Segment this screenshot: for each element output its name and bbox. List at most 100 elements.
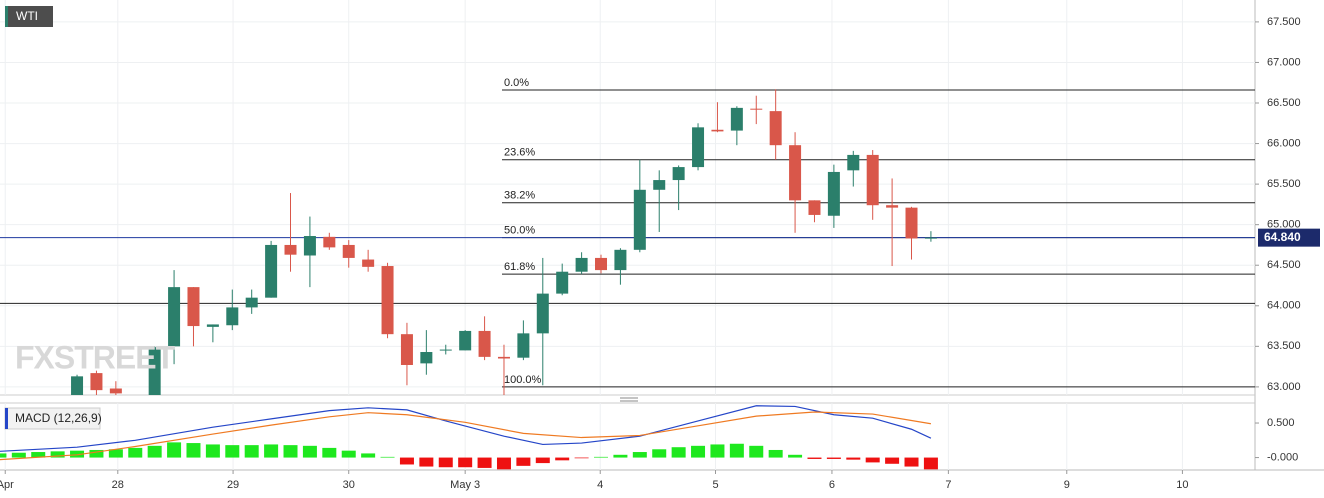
histogram-bar (167, 442, 182, 458)
macd-title: MACD (12,26,9) (15, 411, 102, 425)
histogram-bar (380, 456, 395, 458)
histogram-bar (11, 452, 26, 458)
candle-body (672, 167, 685, 181)
x-tick-label: 5 (712, 479, 718, 491)
histogram-bar (264, 444, 279, 458)
histogram-bar (710, 444, 725, 458)
x-tick-label: 28 (112, 479, 124, 491)
candle-body (769, 111, 782, 146)
axes: Apr 28 29 30 May 3 4 5 6 7 9 10 63.000 63.500 64.000 6… (0, 16, 1320, 491)
candle-body (342, 244, 355, 258)
histogram-bar (885, 457, 900, 464)
y-tick-label: 65.500 (1267, 178, 1301, 190)
fib-label: 38.2% (504, 190, 535, 202)
y-tick-label: 67.500 (1267, 16, 1301, 28)
histogram-bar (302, 445, 317, 458)
candle-body (323, 236, 336, 248)
candle-body (168, 287, 181, 347)
candle-body (750, 108, 763, 110)
x-tick-label: 29 (227, 479, 239, 491)
candle-body (497, 356, 510, 359)
histogram-bar (419, 457, 434, 467)
fib-label: 23.6% (504, 147, 535, 159)
candle-body (847, 154, 860, 171)
histogram-bar (341, 450, 356, 458)
candle-body (420, 352, 433, 364)
histogram-bar (128, 447, 143, 458)
histogram-bar (807, 457, 822, 459)
candle-body (886, 205, 899, 208)
histogram-bar (555, 457, 570, 461)
histogram-bar (904, 457, 919, 467)
histogram-bar (244, 445, 259, 458)
last-price-label: 64.840 (1264, 230, 1301, 244)
y-tick-label: 63.000 (1267, 381, 1301, 393)
histogram-bar (574, 457, 589, 459)
candle-body (692, 127, 705, 168)
candle-body (614, 249, 627, 271)
histogram-bar (768, 449, 783, 458)
x-tick-label: 10 (1176, 479, 1188, 491)
histogram-bar (632, 452, 647, 458)
candle-body (90, 373, 103, 391)
y-tick-label: -0.000 (1267, 451, 1298, 463)
candle-body (148, 347, 161, 395)
histogram-bar (691, 445, 706, 458)
y-tick-label: 65.000 (1267, 219, 1301, 231)
macd-line (0, 411, 932, 461)
histogram-bar (826, 457, 841, 459)
histogram-bar (50, 451, 65, 458)
x-tick-label: 7 (945, 479, 951, 491)
histogram-bar (496, 457, 511, 470)
candle-body (459, 330, 472, 351)
histogram-bar (749, 445, 764, 458)
histogram-bar (205, 444, 220, 458)
y-tick-label: 67.000 (1267, 56, 1301, 68)
candle-body (362, 259, 375, 267)
histogram-bar (399, 457, 414, 465)
histogram-bar (613, 454, 628, 458)
y-tick-label: 66.000 (1267, 137, 1301, 149)
histogram-bar (283, 445, 298, 458)
y-tick-label: 66.500 (1267, 97, 1301, 109)
candle-body (808, 200, 821, 215)
candle-body (789, 145, 802, 201)
histogram-bar (0, 453, 7, 458)
candle-body (827, 171, 840, 216)
fib-label: 50.0% (504, 225, 535, 237)
candle-body (595, 257, 608, 271)
fib-label: 61.8% (504, 261, 535, 273)
histogram-bar (458, 457, 473, 468)
histogram-bar (186, 443, 201, 458)
last-price-box (1258, 228, 1320, 247)
macd-panel (0, 403, 1183, 470)
histogram-bar (535, 457, 550, 464)
candle-body (187, 287, 200, 327)
candle-body (206, 324, 219, 327)
x-tick-label: 9 (1064, 479, 1070, 491)
histogram-bar (477, 457, 492, 468)
candle-body (381, 266, 394, 335)
histogram-bar (322, 447, 337, 458)
histogram-bar (108, 449, 123, 458)
macd-title-marker (5, 408, 8, 429)
y-tick-label: 0.500 (1267, 417, 1295, 429)
x-tick-label: 4 (597, 479, 603, 491)
candle-body (71, 376, 84, 395)
x-tick-label: Apr (0, 479, 14, 491)
title-box (5, 6, 53, 27)
histogram-bar (147, 445, 162, 458)
x-tick-label: May 3 (450, 479, 480, 491)
candle-body (109, 388, 122, 394)
histogram-bar (788, 454, 803, 458)
histogram-bar (70, 450, 85, 458)
candle-body (517, 333, 530, 358)
x-tick-label: 30 (343, 479, 355, 491)
candle-body (905, 207, 918, 239)
candle-body (653, 180, 666, 190)
resize-handle[interactable] (620, 397, 638, 402)
price-panel: 0.0% 23.6% 38.2% 50.0% 61.8% 100.0% (0, 0, 1255, 395)
candle-body (478, 330, 491, 357)
